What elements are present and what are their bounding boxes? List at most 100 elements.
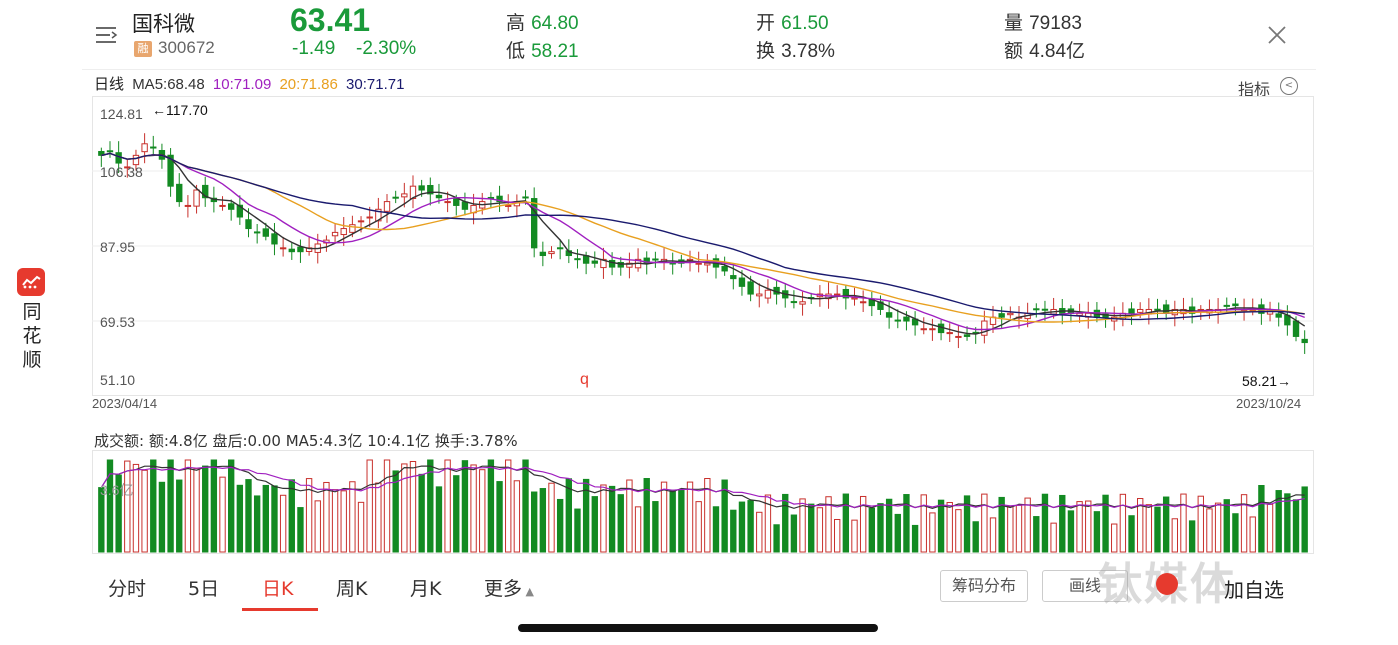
y-tick-2: 106.38 [100,164,143,180]
y-tick-5: 51.10 [100,372,136,388]
candle-body [903,316,910,322]
candle-body [340,228,347,236]
volume-bar [331,489,339,553]
volume-bar [903,494,910,553]
volume-bar [634,506,642,553]
candle-body [1137,308,1144,313]
close-icon[interactable] [1266,24,1288,46]
volume-bar [262,484,269,553]
candle-body [1007,312,1014,316]
candlestick-chart[interactable]: q [92,96,1314,396]
candle-body [453,198,460,206]
volume-bar [773,524,780,553]
low-label: 低 [506,40,526,62]
volume-bar [1266,503,1274,553]
candle-body [392,196,399,199]
volume-bar [721,479,728,553]
candle-body [955,335,962,338]
volume-chart[interactable] [92,450,1314,554]
volume-bar [106,459,114,553]
volume-bar [608,485,616,553]
volume-bar [314,500,321,553]
volume-bar [271,485,278,553]
candle-body [427,184,434,195]
volume-bar [531,491,538,553]
record-dot-icon [1156,573,1178,595]
candle-body [245,219,252,230]
ma10-line [101,152,1305,331]
volume-bar [470,464,477,553]
ma10-label: 10:71.09 [212,76,272,93]
volume-bar [1015,504,1023,553]
candle-body [756,293,763,297]
volume-bar [1145,504,1153,553]
event-marker[interactable]: q [580,371,589,388]
candle-body [1275,313,1282,318]
candle-body [1154,308,1161,311]
volume-bar [1119,493,1127,553]
candle-body [859,301,867,304]
candle-body [643,257,650,264]
tab-intraday[interactable]: 分时 [108,578,147,600]
app-logo-icon[interactable] [17,268,45,296]
tab-5day[interactable]: 5日 [188,578,220,600]
volume-bar [253,495,261,553]
volume-bar [1024,497,1031,553]
candle-body [617,261,624,268]
volume-bar [158,481,166,553]
candle-body [574,258,581,261]
candle-body [1128,308,1135,314]
volume-bar [236,484,244,553]
candle-body [963,334,971,337]
candle-body [184,204,192,207]
volume-bar [124,460,131,553]
tab-weekly[interactable]: 周K [336,578,368,600]
ma30-label: 30:71.71 [346,76,405,93]
price-change-pct: -2.30% [356,38,417,59]
candle-body [305,247,313,252]
candle-body [894,319,901,322]
volume-bar [505,459,512,553]
app-name: 同花顺 [22,301,42,371]
stock-name[interactable]: 国科微 [132,12,195,36]
volume-bar [1232,513,1239,553]
volume-value: 79183 [1029,13,1082,34]
volume-bar [989,517,997,553]
tab-more[interactable]: 更多 ▲ [484,574,534,601]
draw-line-button[interactable]: 画线 [1042,570,1128,602]
candle-body [626,262,633,268]
amount-label: 额 [1004,40,1024,62]
tab-monthly[interactable]: 月K [410,578,442,600]
volume-bar [704,478,711,553]
volume-bar [1162,496,1170,553]
volume-bar [738,501,746,553]
indicator-arrow-icon[interactable]: < [1280,77,1298,95]
tab-daily[interactable]: 日K [262,578,294,600]
chip-distribution-button[interactable]: 筹码分布 [940,570,1028,602]
volume-bar [1033,516,1040,553]
candle-body [556,247,564,250]
volume-bar [963,495,971,553]
volume-bar [1111,523,1118,553]
volume-bar [1059,494,1066,553]
volume-stat: 量 79183 [1004,8,1082,35]
volume-bar [1067,510,1075,553]
volume-bar [937,499,945,553]
volume-bar [453,475,460,553]
volume-bar [479,469,486,553]
volume-bar [582,478,590,553]
ma-legend: 日线 MA5:68.48 10:71.09 20:71.86 30:71.71 [94,73,408,94]
volume-bar [652,501,659,553]
volume-bar [418,473,425,553]
volume-bar [1301,486,1308,553]
volume-bar [894,513,901,553]
active-tab-indicator [242,608,318,611]
indicator-button[interactable]: 指标 [1238,80,1271,99]
candle-body [176,183,183,203]
volume-bar [626,479,633,553]
volume-bar [686,481,694,553]
candle-body [271,233,278,245]
add-favorite-button[interactable]: 加自选 [1224,578,1284,602]
menu-icon[interactable] [94,24,118,46]
volume-bar [669,489,676,553]
